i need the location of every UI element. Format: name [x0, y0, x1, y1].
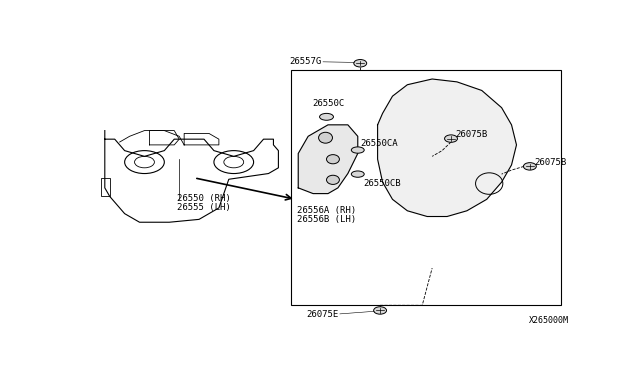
Text: 26556B (LH): 26556B (LH)	[297, 215, 356, 224]
Text: 26550CA: 26550CA	[360, 139, 398, 148]
Ellipse shape	[319, 113, 333, 120]
Text: 26550C: 26550C	[312, 99, 344, 108]
Polygon shape	[298, 125, 358, 193]
Text: 26557G: 26557G	[290, 57, 322, 66]
Bar	[291, 70, 561, 305]
Text: 26075B: 26075B	[455, 130, 487, 139]
Text: X265000M: X265000M	[529, 316, 568, 325]
Ellipse shape	[326, 155, 339, 164]
Text: 26550CB: 26550CB	[364, 179, 401, 188]
Polygon shape	[378, 79, 516, 217]
Bar	[101, 178, 110, 196]
Ellipse shape	[326, 175, 339, 185]
Circle shape	[524, 163, 536, 170]
Circle shape	[445, 135, 458, 142]
Text: 26075B: 26075B	[534, 158, 566, 167]
Ellipse shape	[351, 171, 364, 177]
Text: 26556A (RH): 26556A (RH)	[297, 206, 356, 215]
Ellipse shape	[319, 132, 332, 143]
Ellipse shape	[351, 147, 364, 153]
Text: 26550 (RH): 26550 (RH)	[177, 194, 230, 203]
Text: 26555 (LH): 26555 (LH)	[177, 203, 230, 212]
Circle shape	[354, 60, 367, 67]
Circle shape	[374, 307, 387, 314]
Text: 26075E: 26075E	[307, 310, 339, 319]
